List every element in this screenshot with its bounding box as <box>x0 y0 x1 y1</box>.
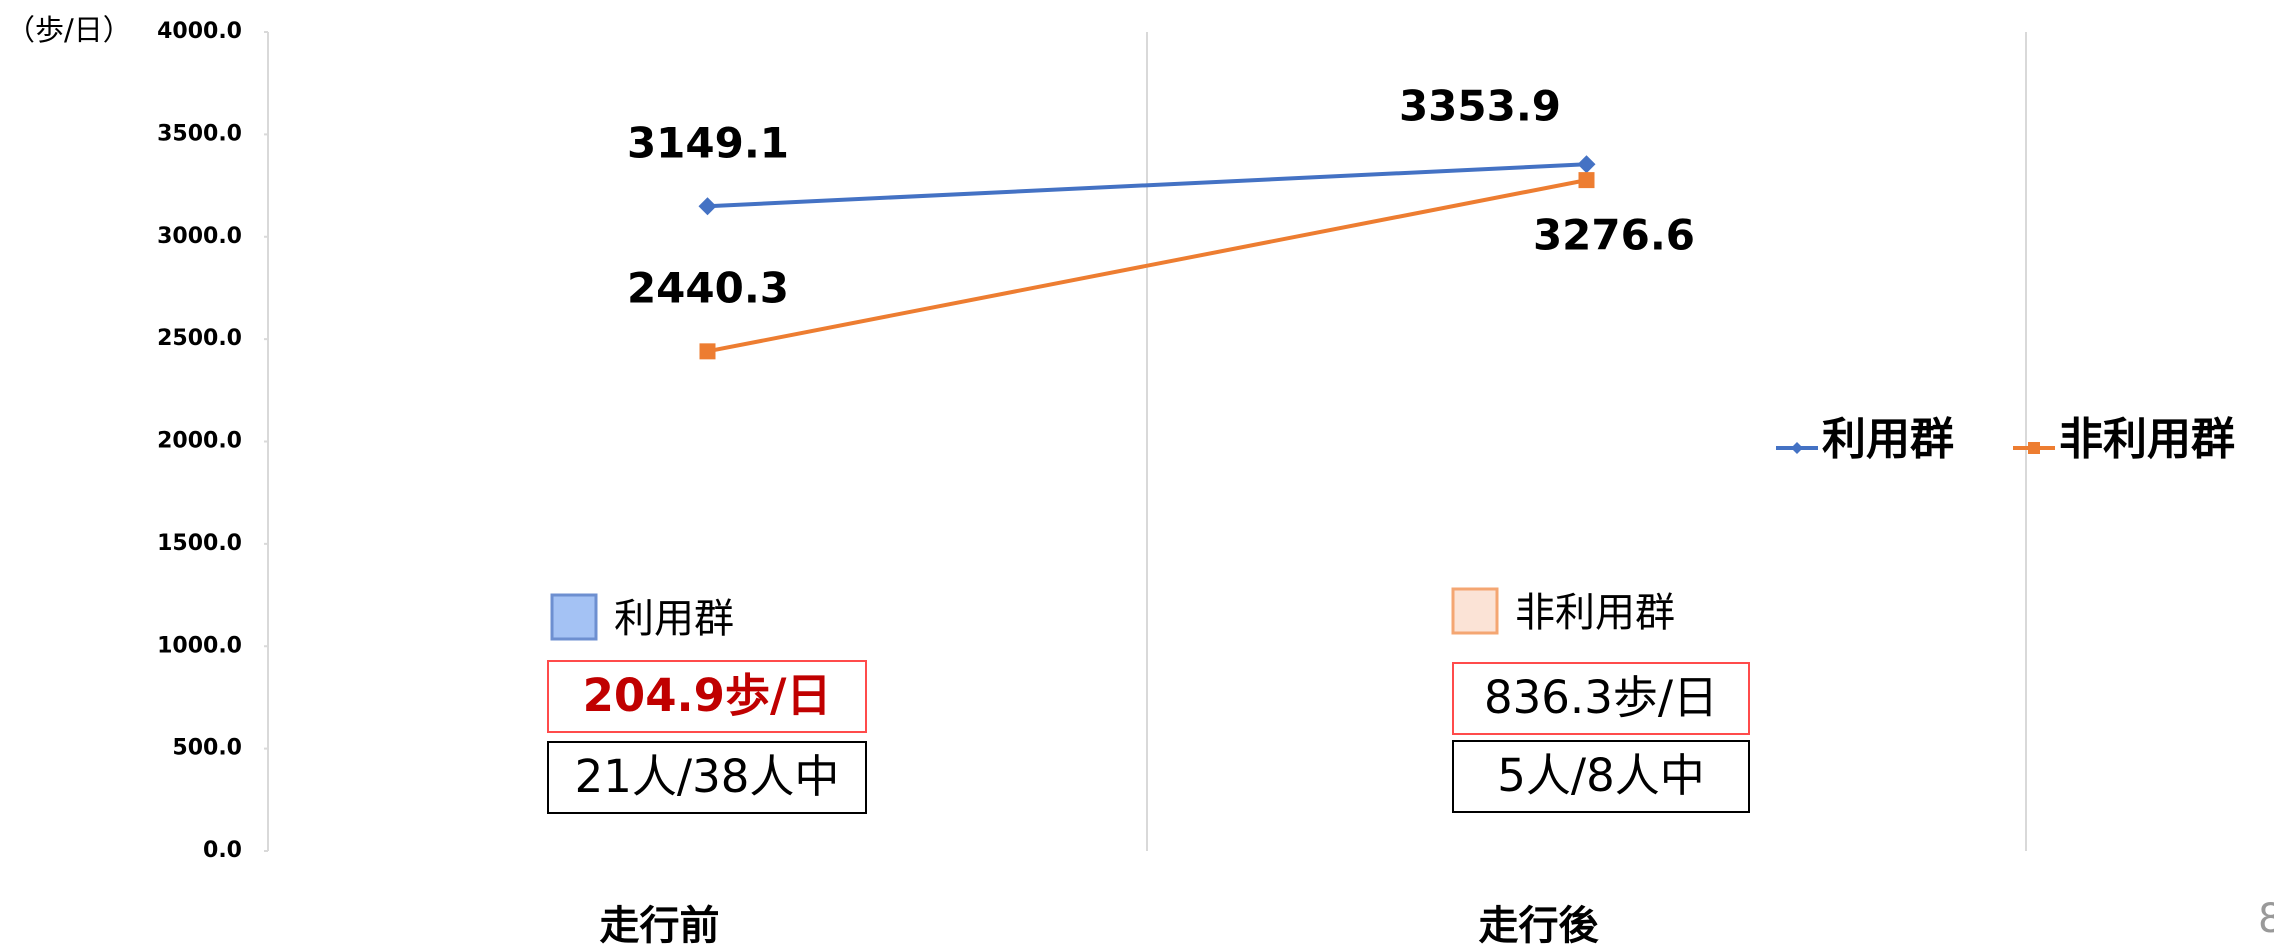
x-tick-label: 走行前 <box>600 903 720 949</box>
legend-label: 非利用群 <box>2059 414 2235 465</box>
y-tick-label: 500.0 <box>172 736 242 761</box>
y-axis-label: （歩/日） <box>6 13 132 47</box>
y-tick-label: 0.0 <box>203 838 242 863</box>
data-point <box>1577 155 1596 174</box>
series-line <box>707 162 1587 209</box>
count-box <box>547 741 867 814</box>
y-tick-label: 2500.0 <box>157 326 242 351</box>
count-text: 21人/38人中 <box>575 750 840 803</box>
y-tick-label: 3500.0 <box>157 121 242 146</box>
annotation-swatch <box>1451 587 1499 635</box>
series-line <box>707 178 1587 354</box>
y-tick-label: 2000.0 <box>157 429 242 454</box>
change-box <box>1452 662 1750 735</box>
change-text: 204.9歩/日 <box>583 669 832 722</box>
y-tick-label: 1500.0 <box>157 531 242 556</box>
data-label: 3276.6 <box>1533 211 1695 260</box>
y-tick-label: 3000.0 <box>157 224 242 249</box>
data-point <box>1578 172 1595 189</box>
legend-label: 利用群 <box>1822 414 1954 465</box>
annotation-label: 利用群 <box>614 596 734 642</box>
change-box <box>547 660 867 733</box>
annotation-swatch <box>550 593 598 641</box>
count-box <box>1452 740 1750 813</box>
data-label: 2440.3 <box>627 264 789 313</box>
data-label: 3149.1 <box>627 119 789 168</box>
annotation-label: 非利用群 <box>1515 590 1675 636</box>
data-point <box>698 197 717 216</box>
page-number: 8 <box>2258 896 2274 942</box>
legend-marker <box>2028 442 2040 454</box>
change-text: 836.3歩/日 <box>1484 671 1718 724</box>
y-tick-label: 4000.0 <box>157 19 242 44</box>
legend-marker <box>1791 442 1803 454</box>
data-label: 3353.9 <box>1399 82 1561 131</box>
y-tick-label: 1000.0 <box>157 633 242 658</box>
x-tick-label: 走行後 <box>1479 903 1600 949</box>
data-point <box>699 343 716 360</box>
count-text: 5人/8人中 <box>1497 749 1704 802</box>
